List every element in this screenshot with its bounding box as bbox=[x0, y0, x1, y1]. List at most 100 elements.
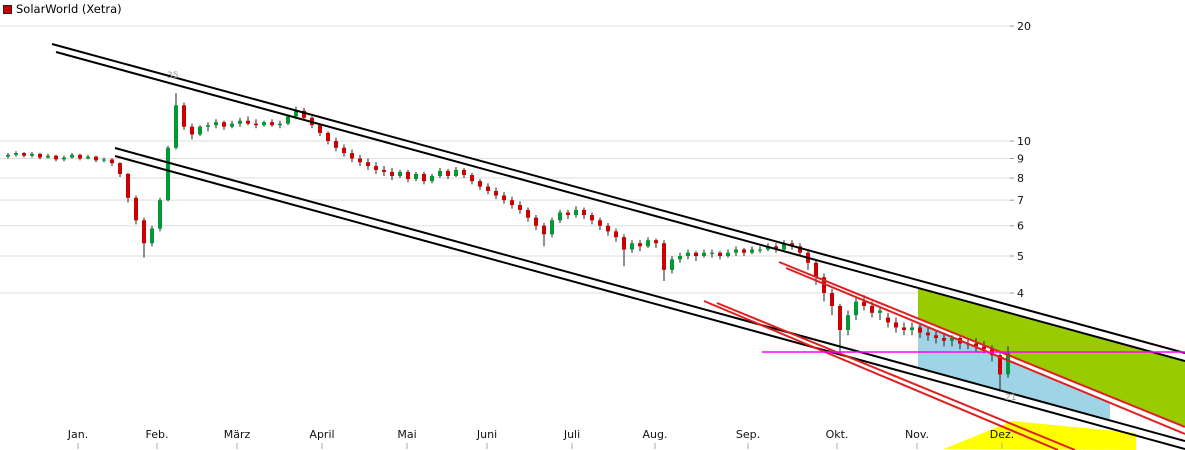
candle-down bbox=[478, 181, 482, 187]
candle-up bbox=[558, 212, 562, 221]
candle-down bbox=[38, 153, 42, 158]
trendline-red bbox=[785, 267, 1185, 435]
candle-up bbox=[438, 170, 442, 176]
x-axis-label: Sep. bbox=[736, 428, 760, 441]
candle-down bbox=[622, 237, 626, 250]
candle-down bbox=[270, 122, 274, 126]
candle-down bbox=[982, 346, 986, 350]
candle-up bbox=[678, 255, 682, 260]
candle-down bbox=[366, 162, 370, 167]
y-axis-label: 20 bbox=[1017, 20, 1031, 33]
candle-down bbox=[422, 173, 426, 182]
axis-labels: Jan. Feb. März April Mai Juni Juli Aug. Sep. Okt.… bbox=[67, 428, 1014, 449]
candle-up bbox=[206, 125, 210, 127]
series-legend-icon bbox=[3, 4, 12, 14]
candle-down bbox=[902, 327, 906, 331]
candle-down bbox=[222, 122, 226, 127]
candle-down bbox=[118, 163, 122, 174]
x-axis-label: Juli bbox=[563, 428, 580, 441]
candle-down bbox=[510, 200, 514, 205]
candle-down bbox=[246, 120, 250, 124]
candle-down bbox=[590, 215, 594, 221]
candle-down bbox=[142, 220, 146, 244]
candle-down bbox=[334, 141, 338, 148]
candle-down bbox=[374, 166, 378, 170]
candle-down bbox=[694, 252, 698, 256]
candle-up bbox=[262, 122, 266, 126]
candle-up bbox=[726, 252, 730, 256]
candle-down bbox=[518, 204, 522, 210]
region-cyan bbox=[918, 323, 1110, 421]
trendline-black bbox=[55, 51, 1185, 362]
candle-up bbox=[910, 327, 914, 331]
candle-up bbox=[574, 209, 578, 216]
y-axis-label: 10 bbox=[1017, 135, 1031, 148]
trendline-red bbox=[716, 302, 1076, 450]
y-axis-label: 9 bbox=[1017, 152, 1024, 165]
candle-up bbox=[878, 310, 882, 313]
candle-up bbox=[950, 337, 954, 341]
candle-down bbox=[502, 195, 506, 201]
candle-down bbox=[974, 343, 978, 347]
y-axis-label: 7 bbox=[1017, 194, 1024, 207]
x-axis-label: April bbox=[309, 428, 334, 441]
y-axis-label: 8 bbox=[1017, 172, 1024, 185]
candle-down bbox=[342, 147, 346, 154]
candle-down bbox=[358, 158, 362, 163]
candle-down bbox=[870, 305, 874, 313]
candle-down bbox=[318, 125, 322, 133]
candle-up bbox=[750, 249, 754, 253]
candle-up bbox=[430, 175, 434, 182]
candle-down bbox=[94, 156, 98, 161]
trendlines bbox=[51, 43, 1185, 450]
x-axis-label: März bbox=[224, 428, 251, 441]
trendline-red bbox=[703, 300, 1059, 450]
candle-up bbox=[62, 157, 66, 160]
region-green bbox=[918, 288, 1185, 427]
candle-up bbox=[846, 315, 850, 331]
candle-down bbox=[54, 155, 58, 160]
candle-up bbox=[286, 116, 290, 124]
candle-down bbox=[742, 249, 746, 253]
x-axis-label: Okt. bbox=[826, 428, 849, 441]
candle-down bbox=[302, 110, 306, 118]
y-axis-label: 6 bbox=[1017, 220, 1024, 233]
candle-up bbox=[670, 259, 674, 270]
candle-up bbox=[686, 252, 690, 256]
candle-down bbox=[998, 355, 1002, 375]
candle-down bbox=[350, 153, 354, 159]
candle-up bbox=[46, 155, 50, 158]
candle-up bbox=[158, 200, 162, 229]
candle-up bbox=[166, 147, 170, 201]
candle-down bbox=[182, 105, 186, 127]
candle-up bbox=[102, 159, 106, 161]
candle-down bbox=[110, 159, 114, 164]
candle-down bbox=[526, 209, 530, 218]
candle-down bbox=[406, 171, 410, 180]
candle-up bbox=[398, 171, 402, 176]
candle-down bbox=[462, 169, 466, 175]
candle-up bbox=[230, 123, 234, 127]
candle-up bbox=[214, 122, 218, 126]
candle-down bbox=[126, 173, 130, 198]
candle-down bbox=[790, 243, 794, 247]
candle-down bbox=[382, 169, 386, 172]
candle-up bbox=[758, 249, 762, 251]
candle-down bbox=[798, 246, 802, 253]
candle-up bbox=[630, 243, 634, 250]
candle-up bbox=[150, 228, 154, 244]
x-axis-label: Dez. bbox=[990, 428, 1015, 441]
title-bar: SolarWorld (Xetra) bbox=[3, 2, 122, 16]
high-price-label: 35 bbox=[167, 71, 178, 81]
candle-up bbox=[710, 252, 714, 254]
candle-up bbox=[646, 240, 650, 247]
candle-up bbox=[550, 220, 554, 235]
trendline-red bbox=[778, 261, 1185, 428]
trend-regions bbox=[918, 288, 1185, 450]
candle-up bbox=[1006, 352, 1010, 375]
candle-down bbox=[894, 322, 898, 328]
candle-up bbox=[854, 301, 858, 316]
candle-down bbox=[598, 220, 602, 226]
trendline-black bbox=[114, 147, 1185, 442]
